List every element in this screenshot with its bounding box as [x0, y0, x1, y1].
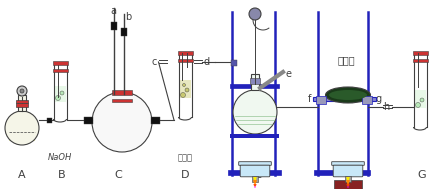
Text: F: F — [345, 170, 351, 180]
Text: C: C — [114, 170, 122, 180]
Bar — [228, 170, 281, 175]
FancyBboxPatch shape — [333, 165, 363, 177]
Bar — [121, 28, 127, 36]
Bar — [18, 95, 26, 111]
Bar — [231, 60, 237, 66]
Bar — [52, 69, 67, 72]
Bar — [250, 78, 260, 84]
Bar — [177, 59, 193, 62]
Ellipse shape — [329, 90, 367, 100]
Bar — [414, 90, 425, 108]
Bar — [230, 84, 279, 88]
Wedge shape — [346, 180, 350, 185]
Wedge shape — [346, 184, 350, 187]
Bar — [413, 59, 428, 62]
Bar — [313, 97, 376, 101]
Text: G: G — [418, 170, 426, 180]
Text: 铁触媒: 铁触媒 — [337, 55, 355, 65]
Bar — [345, 176, 351, 182]
Bar — [180, 80, 191, 98]
Text: f: f — [308, 94, 311, 104]
Circle shape — [249, 8, 261, 20]
FancyBboxPatch shape — [332, 162, 364, 165]
Circle shape — [420, 98, 424, 102]
Wedge shape — [253, 184, 257, 187]
Wedge shape — [347, 187, 349, 188]
Wedge shape — [253, 180, 257, 185]
Ellipse shape — [326, 87, 370, 103]
Bar — [84, 117, 93, 124]
Text: h: h — [383, 102, 389, 112]
Circle shape — [180, 92, 186, 98]
Text: A: A — [18, 170, 26, 180]
Text: D: D — [181, 170, 189, 180]
Bar — [112, 99, 132, 102]
Circle shape — [415, 102, 421, 108]
Circle shape — [233, 90, 277, 134]
Bar — [151, 117, 160, 124]
Text: B: B — [58, 170, 66, 180]
Text: 浓硫酸: 浓硫酸 — [177, 153, 193, 162]
Wedge shape — [254, 187, 256, 188]
Bar — [177, 51, 193, 55]
Bar — [413, 51, 428, 55]
Circle shape — [20, 89, 24, 93]
Bar — [9, 131, 35, 141]
Bar — [52, 61, 67, 65]
Bar — [314, 170, 370, 175]
Bar — [362, 96, 372, 104]
Bar — [112, 90, 132, 95]
Text: E: E — [254, 170, 261, 180]
Wedge shape — [253, 177, 257, 184]
Bar — [251, 74, 259, 90]
Circle shape — [5, 111, 39, 145]
Text: a: a — [110, 6, 116, 16]
Circle shape — [183, 84, 186, 87]
Bar — [334, 180, 362, 189]
Bar — [252, 176, 258, 182]
Bar — [316, 96, 326, 104]
Bar — [16, 103, 28, 107]
Text: NaOH: NaOH — [48, 153, 72, 162]
Circle shape — [185, 88, 189, 92]
FancyBboxPatch shape — [238, 162, 271, 165]
Circle shape — [60, 91, 64, 95]
FancyBboxPatch shape — [240, 165, 270, 177]
Text: g: g — [376, 94, 382, 104]
Wedge shape — [346, 177, 350, 184]
Text: e: e — [285, 69, 291, 79]
Circle shape — [92, 92, 152, 152]
Bar — [230, 134, 279, 138]
Circle shape — [55, 95, 61, 101]
Bar — [55, 86, 66, 102]
Circle shape — [17, 86, 27, 96]
Bar — [47, 118, 52, 123]
Bar — [111, 22, 117, 30]
Text: c: c — [151, 57, 157, 67]
Text: b: b — [125, 12, 131, 22]
Text: d: d — [203, 57, 209, 67]
Bar — [16, 100, 28, 103]
